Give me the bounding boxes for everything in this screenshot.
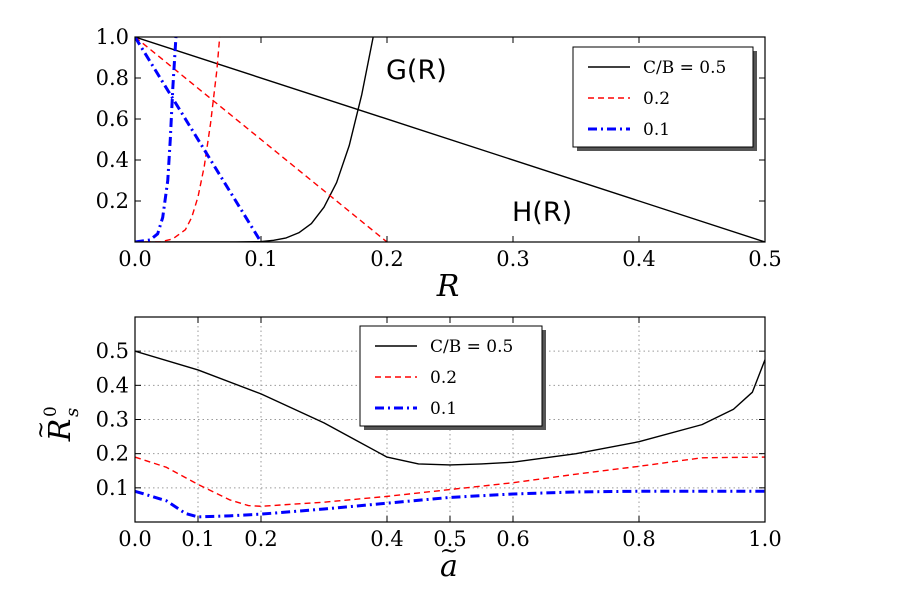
- x-tick-label-4: 0.4: [622, 247, 655, 271]
- bottom-x-axis-tilde: ~: [440, 539, 458, 564]
- bottom-y-axis-title: R ~ s 0: [29, 406, 83, 442]
- series-line-0-2: [135, 37, 221, 242]
- x-tick-label-0: 0.0: [118, 247, 151, 271]
- top-x-axis-title: R: [436, 269, 460, 304]
- x-tick-label-5: 0.5: [748, 247, 781, 271]
- x-tick-label-2: 0.2: [244, 527, 277, 551]
- series-line-1-2: [135, 489, 765, 519]
- bottom-legend-label-2: 0.2: [430, 368, 457, 388]
- bottom-y-axis-sup: 0: [41, 406, 61, 417]
- top-legend: C/B = 0.5 0.2 0.1: [572, 46, 757, 151]
- bottom-legend: C/B = 0.5 0.2 0.1: [359, 325, 546, 430]
- y-tick-label-1: 0.4: [96, 148, 129, 172]
- series-line-1-1: [135, 456, 765, 507]
- x-tick-label-1: 0.1: [181, 527, 214, 551]
- x-tick-label-6: 0.8: [622, 527, 655, 551]
- bottom-series-group: [135, 350, 765, 519]
- bottom-ticks: 0.0 0.1 0.2 0.4 0.5 0.6 0.8 1.0 0.1 0.2 0.3 0.4 0.5: [96, 317, 782, 551]
- bottom-y-axis-sub: s: [62, 408, 83, 417]
- top-ticks: 0.0 0.1 0.2 0.3 0.4 0.5 0.2 0.4 0.6 0.8 1.0: [96, 25, 782, 271]
- bottom-y-axis-tilde: ~: [29, 421, 54, 439]
- x-tick-label-1: 0.1: [244, 247, 277, 271]
- x-tick-label-0: 0.0: [118, 527, 151, 551]
- annotation-h: H(R): [512, 197, 572, 228]
- top-series-group: [135, 37, 765, 242]
- series-line-0-5: [135, 37, 263, 242]
- y-tick-label-2: 0.3: [96, 408, 129, 432]
- y-tick-label-3: 0.8: [96, 66, 129, 90]
- y-tick-label-1: 0.2: [96, 442, 129, 466]
- x-tick-label-3: 0.3: [496, 247, 529, 271]
- x-tick-label-3: 0.4: [370, 527, 403, 551]
- bottom-y-axis-base: R: [43, 419, 78, 443]
- y-tick-label-4: 1.0: [96, 25, 129, 49]
- series-line-0-3: [135, 37, 388, 242]
- series-line-0-4: [135, 37, 178, 242]
- bottom-panel: 0.0 0.1 0.2 0.4 0.5 0.6 0.8 1.00.10.20.30.40.5 …: [29, 316, 782, 584]
- series-line-0-1: [135, 37, 765, 242]
- bottom-legend-label-3: 0.1: [430, 399, 457, 419]
- bottom-x-axis-base: a: [440, 549, 458, 584]
- series-line-0-0: [135, 37, 374, 242]
- top-panel: 0.0 0.1 0.2 0.3 0.4 0.5 0.2 0.4 0.6 0.8 1.0 R G(R)…: [96, 25, 782, 304]
- x-tick-label-4: 0.5: [433, 527, 466, 551]
- annotation-g: G(R): [386, 55, 447, 86]
- top-plot-frame: [134, 36, 766, 243]
- top-legend-label-3: 0.1: [643, 120, 670, 140]
- y-tick-label-3: 0.4: [96, 373, 129, 397]
- y-tick-label-0: 0.2: [96, 189, 129, 213]
- x-tick-label-7: 1.0: [748, 527, 781, 551]
- bottom-x-axis-title: a ~: [440, 539, 458, 584]
- x-tick-label-5: 0.6: [496, 527, 529, 551]
- bottom-legend-label-1: C/B = 0.5: [430, 337, 513, 357]
- y-tick-label-2: 0.6: [96, 107, 129, 131]
- top-legend-label-2: 0.2: [643, 89, 670, 109]
- y-tick-label-4: 0.5: [96, 339, 129, 363]
- y-tick-label-0: 0.1: [96, 476, 129, 500]
- top-legend-label-1: C/B = 0.5: [643, 58, 726, 78]
- x-tick-label-2: 0.2: [370, 247, 403, 271]
- bottom-legend-box: [359, 325, 543, 427]
- series-line-1-0: [135, 350, 765, 466]
